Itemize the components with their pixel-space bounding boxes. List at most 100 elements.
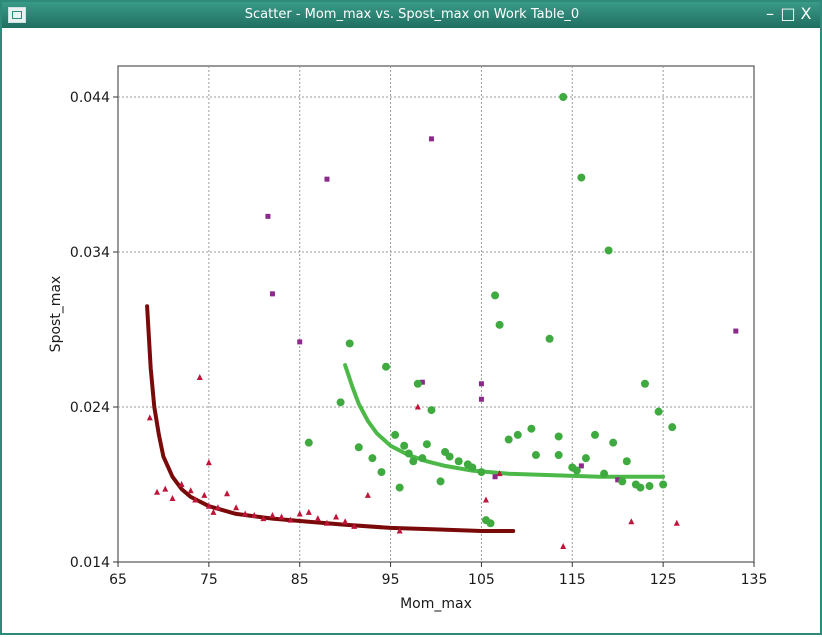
- data-point-circle: [600, 469, 609, 478]
- x-tick-label: 125: [650, 572, 677, 588]
- data-point-circle: [486, 519, 495, 528]
- x-tick-label: 115: [559, 572, 586, 588]
- data-point-square: [615, 477, 621, 483]
- axis-ticks: 65 75 85 95 105 115 125 135 0.014 0.024 0.034 0.044: [70, 90, 767, 588]
- table-window-icon[interactable]: [8, 7, 26, 23]
- fit-curve: [343, 363, 666, 479]
- data-point-circle: [345, 339, 354, 348]
- data-point-triangle: [205, 459, 212, 466]
- data-point-triangle: [154, 488, 161, 495]
- data-point-square: [324, 176, 330, 182]
- data-point-circle: [581, 454, 590, 463]
- data-point-circle: [572, 466, 581, 475]
- data-point-circle: [604, 246, 613, 255]
- y-tick-label: 0.044: [70, 90, 110, 106]
- data-point-circle: [436, 477, 445, 486]
- data-point-circle: [477, 468, 486, 477]
- data-point-triangle: [414, 403, 421, 410]
- data-point-triangle: [305, 508, 312, 515]
- data-point-triangle: [314, 515, 321, 522]
- data-point-circle: [495, 320, 504, 329]
- data-point-triangle: [187, 487, 194, 494]
- data-point-square: [419, 379, 425, 385]
- data-point-triangle: [396, 527, 403, 534]
- window-title: Scatter - Mom_max vs. Spost_max on Work …: [244, 7, 580, 22]
- data-point-circle: [554, 432, 563, 441]
- data-point-circle: [559, 93, 568, 101]
- data-point-triangle: [364, 491, 371, 498]
- data-point-circle: [391, 430, 400, 439]
- data-point-square: [269, 291, 275, 297]
- close-icon[interactable]: X: [800, 4, 812, 23]
- data-point-circle: [577, 173, 586, 182]
- data-point-triangle: [196, 374, 203, 381]
- data-point-circle: [636, 483, 645, 492]
- title-bar[interactable]: Scatter - Mom_max vs. Spost_max on Work …: [2, 2, 820, 28]
- data-point-triangle: [233, 504, 240, 511]
- x-axis-label: Mom_max: [400, 596, 472, 612]
- data-point-square: [733, 328, 739, 334]
- x-tick-label: 105: [468, 572, 495, 588]
- data-point-triangle: [192, 496, 199, 503]
- data-point-triangle: [224, 490, 231, 497]
- data-point-triangle: [496, 470, 503, 477]
- data-point-circle: [354, 443, 363, 452]
- data-point-triangle: [169, 494, 176, 501]
- data-point-circle: [640, 379, 649, 388]
- data-point-circle: [454, 457, 463, 466]
- data-point-circle: [654, 407, 663, 416]
- data-point-triangle: [333, 513, 340, 520]
- y-axis-label: Spost_max: [48, 276, 64, 353]
- maximize-icon[interactable]: □: [780, 4, 796, 23]
- data-point-circle: [659, 480, 668, 489]
- data-point-circle: [618, 477, 627, 486]
- data-point-circle: [368, 454, 377, 463]
- data-point-circle: [531, 451, 540, 460]
- data-point-triangle: [269, 512, 276, 518]
- data-point-circle: [468, 463, 477, 472]
- data-point-circle: [491, 291, 500, 300]
- data-point-triangle: [178, 481, 185, 487]
- data-point-circle: [445, 452, 454, 461]
- data-point-triangle: [205, 502, 212, 509]
- data-point-triangle: [628, 518, 635, 525]
- data-point-circle: [382, 362, 391, 371]
- data-point-circle: [404, 449, 413, 458]
- data-point-circle: [377, 468, 386, 477]
- grid-lines: [118, 66, 754, 562]
- data-point-circle: [413, 379, 422, 388]
- data-point-circle: [418, 454, 427, 463]
- data-point-circle: [545, 334, 554, 343]
- data-point-square: [578, 463, 584, 469]
- data-point-triangle: [342, 518, 349, 525]
- data-points: [146, 93, 739, 549]
- y-tick-label: 0.014: [70, 555, 110, 571]
- data-point-triangle: [287, 516, 294, 523]
- data-point-triangle: [162, 485, 169, 492]
- data-point-triangle: [296, 510, 303, 517]
- data-point-triangle: [560, 543, 567, 549]
- data-point-square: [297, 339, 303, 345]
- data-point-square: [478, 381, 484, 387]
- data-point-circle: [668, 423, 677, 432]
- data-point-triangle: [673, 519, 680, 526]
- data-point-circle: [336, 398, 345, 407]
- data-point-triangle: [260, 515, 267, 522]
- data-point-circle: [504, 435, 513, 444]
- data-point-circle: [395, 483, 404, 492]
- data-point-triangle: [210, 508, 217, 515]
- scatter-chart: 65 75 85 95 105 115 125 135 0.014 0.024 0.034 0.044…: [48, 65, 767, 612]
- data-point-circle: [427, 406, 436, 415]
- x-tick-label: 65: [109, 572, 127, 588]
- data-point-square: [478, 396, 484, 402]
- minimize-icon[interactable]: –: [766, 4, 774, 23]
- data-point-triangle: [201, 491, 208, 498]
- data-point-circle: [513, 430, 522, 439]
- x-tick-label: 95: [382, 572, 400, 588]
- data-point-triangle: [242, 510, 249, 517]
- data-point-triangle: [351, 522, 358, 529]
- plot-frame: [117, 65, 755, 563]
- data-point-circle: [422, 440, 431, 449]
- data-point-triangle: [146, 414, 153, 421]
